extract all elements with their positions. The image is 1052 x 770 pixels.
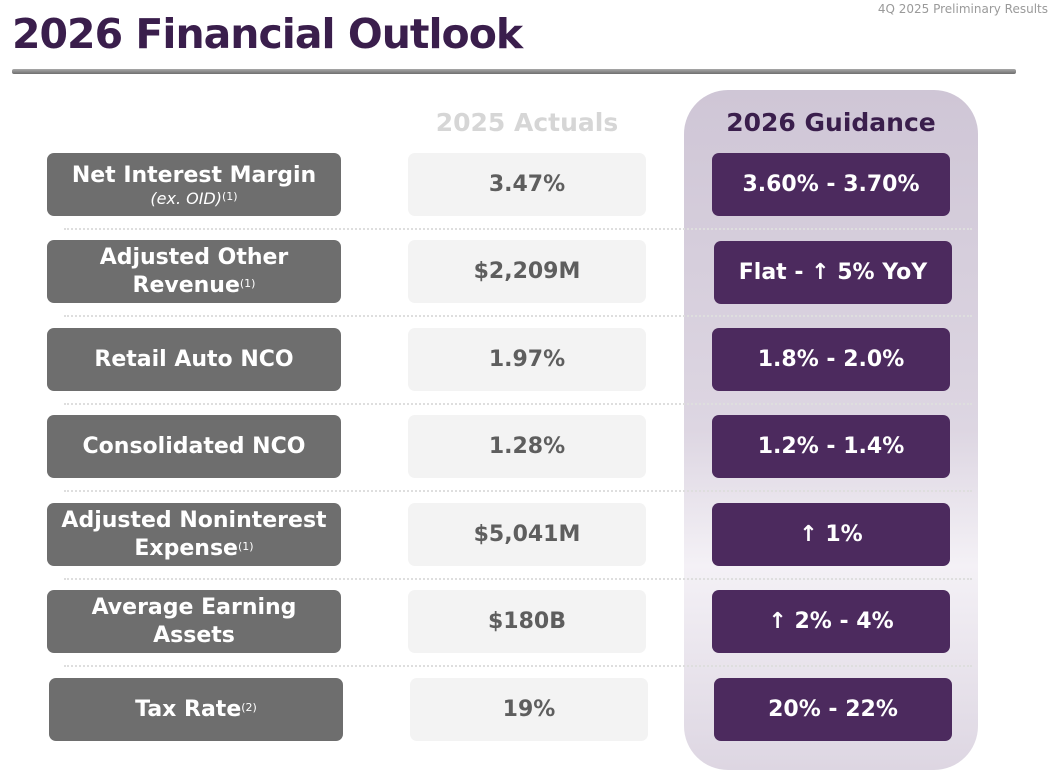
row-divider — [64, 403, 972, 405]
metric-sub-label: (ex. OID)(1) — [150, 188, 238, 208]
actual-value: 1.97% — [408, 328, 646, 391]
metric-label-line2: Expense(1) — [134, 535, 254, 561]
metric-label-line1: Average Earning — [91, 594, 297, 620]
metric-retail-auto-nco: Retail Auto NCO — [47, 328, 341, 391]
metric-label: Tax Rate(2) — [135, 696, 257, 722]
metric-label-line2: Assets — [153, 622, 235, 648]
footnote-marker: (2) — [241, 700, 257, 714]
metric-adjusted-noninterest-expense: Adjusted Noninterest Expense(1) — [47, 503, 341, 566]
row-divider — [64, 665, 972, 667]
metric-tax-rate: Tax Rate(2) — [49, 678, 343, 741]
page-title: 2026 Financial Outlook — [12, 10, 523, 58]
row-divider — [64, 228, 972, 230]
actual-value: $5,041M — [408, 503, 646, 566]
actuals-column-header: 2025 Actuals — [435, 108, 619, 137]
metric-label-line1: Adjusted Other — [99, 244, 289, 270]
row-divider — [64, 490, 972, 492]
guidance-value: 1.2% - 1.4% — [712, 415, 950, 478]
metric-label: Retail Auto NCO — [94, 346, 294, 372]
guidance-value: 20% - 22% — [714, 678, 952, 741]
actual-value: 1.28% — [408, 415, 646, 478]
actual-value: 19% — [410, 678, 648, 741]
metric-label-line2: Revenue(1) — [132, 272, 256, 298]
guidance-value: 3.60% - 3.70% — [712, 153, 950, 216]
metric-label: Net Interest Margin — [71, 162, 317, 188]
metric-consolidated-nco: Consolidated NCO — [47, 415, 341, 478]
footnote-marker: (1) — [239, 276, 256, 290]
actual-value: $180B — [408, 590, 646, 653]
report-period-label: 4Q 2025 Preliminary Results — [877, 2, 1048, 16]
metric-net-interest-margin: Net Interest Margin (ex. OID)(1) — [47, 153, 341, 216]
metric-average-earning-assets: Average Earning Assets — [47, 590, 341, 653]
title-underline — [12, 69, 1016, 74]
guidance-value: ↑ 2% - 4% — [712, 590, 950, 653]
guidance-value: ↑ 1% — [712, 503, 950, 566]
metric-label: Consolidated NCO — [82, 433, 306, 459]
footnote-marker: (1) — [237, 539, 254, 553]
actual-value: $2,209M — [408, 240, 646, 303]
metric-adjusted-other-revenue: Adjusted Other Revenue(1) — [47, 240, 341, 303]
metric-label-line1: Adjusted Noninterest — [61, 507, 327, 533]
guidance-value: 1.8% - 2.0% — [712, 328, 950, 391]
footnote-marker: (1) — [222, 189, 238, 203]
actual-value: 3.47% — [408, 153, 646, 216]
guidance-value: Flat - ↑ 5% YoY — [714, 241, 952, 304]
row-divider — [64, 578, 972, 580]
row-divider — [64, 315, 972, 317]
guidance-column-header: 2026 Guidance — [726, 108, 936, 137]
